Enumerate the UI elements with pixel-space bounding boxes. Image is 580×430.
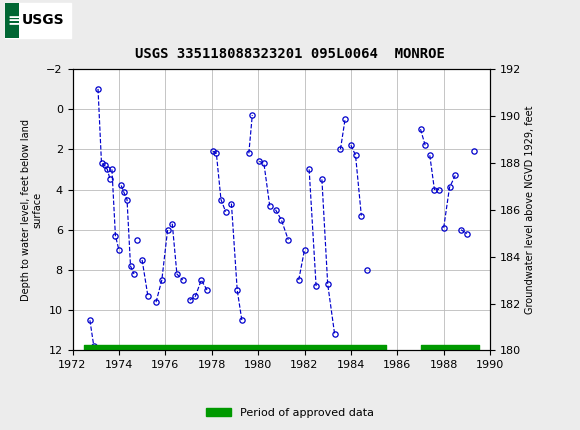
- Text: USGS: USGS: [22, 13, 64, 28]
- Text: USGS 335118088323201 095L0064  MONROE: USGS 335118088323201 095L0064 MONROE: [135, 47, 445, 61]
- FancyBboxPatch shape: [5, 3, 71, 37]
- Y-axis label: Groundwater level above NGVD 1929, feet: Groundwater level above NGVD 1929, feet: [525, 105, 535, 314]
- Y-axis label: Depth to water level, feet below land
surface: Depth to water level, feet below land su…: [20, 119, 42, 301]
- FancyBboxPatch shape: [5, 3, 19, 37]
- Text: ≡: ≡: [8, 13, 20, 28]
- Legend: Period of approved data: Period of approved data: [202, 403, 378, 422]
